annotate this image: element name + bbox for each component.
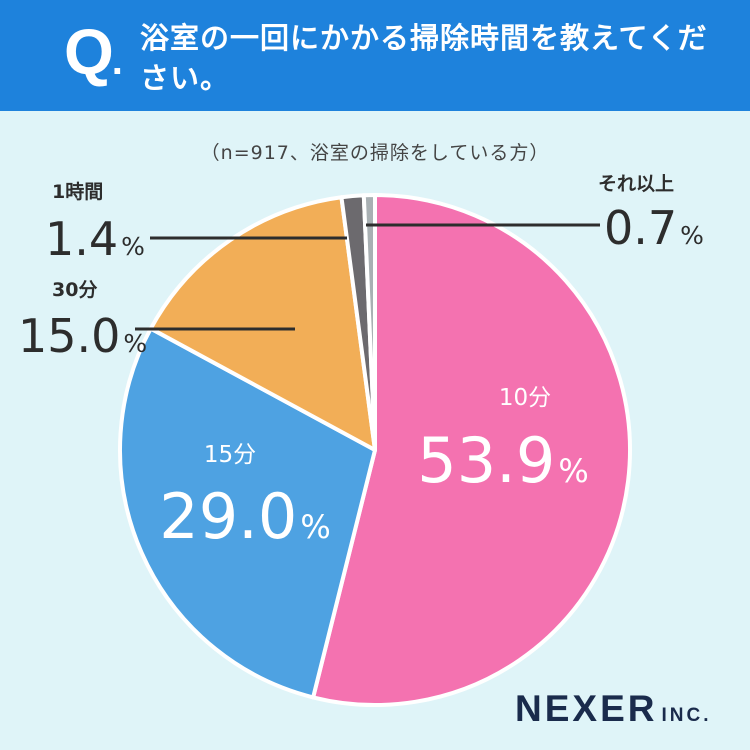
question-header: Q. 浴室の一回にかかる掃除時間を教えてください。 <box>0 0 750 111</box>
slice-value-unit-1: % <box>558 452 588 490</box>
slice-value-number-2: 29.0 <box>159 480 297 553</box>
slice-category-label-5: それ以上 <box>598 173 674 195</box>
slice-value-unit-4: % <box>121 232 145 261</box>
slice-value-number-3: 15.0 <box>18 309 120 363</box>
slice-value-number-4: 1.4 <box>45 212 118 266</box>
slice-value-label-2: 29.0% <box>159 480 330 553</box>
slice-value-label-3: 15.0% <box>18 309 147 363</box>
slice-value-unit-3: % <box>123 329 147 358</box>
slice-category-label-3: 30分 <box>52 279 97 301</box>
slice-value-unit-5: % <box>680 221 704 250</box>
slice-category-label-4: 1時間 <box>52 181 103 203</box>
q-mark: Q. <box>64 16 123 88</box>
question-text: 浴室の一回にかかる掃除時間を教えてください。 <box>140 21 708 95</box>
pie-slice-5 <box>361 193 377 452</box>
pie-slices <box>118 193 632 707</box>
slice-value-label-4: 1.4% <box>45 212 145 266</box>
slice-value-label-5: 0.7% <box>604 201 704 255</box>
slice-category-label-1: 10分 <box>499 385 551 411</box>
leader-lines <box>135 223 600 331</box>
slice-value-label-1: 53.9% <box>417 424 588 497</box>
slice-value-number-1: 53.9 <box>417 424 555 497</box>
slice-labels: 10分 53.9% 15分 29.0% 30分 15.0 % 1時間 1.4 % それ以上 0.7% <box>18 173 704 553</box>
pie-slice-3 <box>148 195 377 452</box>
slice-category-label-2: 15分 <box>204 442 256 468</box>
pie-slice-2 <box>118 326 377 700</box>
slice-value-unit-2: % <box>300 508 330 546</box>
nexer-logo: NEXER INC. <box>515 688 712 729</box>
sample-note: （n=917、浴室の掃除をしている方） <box>200 142 550 164</box>
slice-value-number-5: 0.7 <box>604 201 677 255</box>
